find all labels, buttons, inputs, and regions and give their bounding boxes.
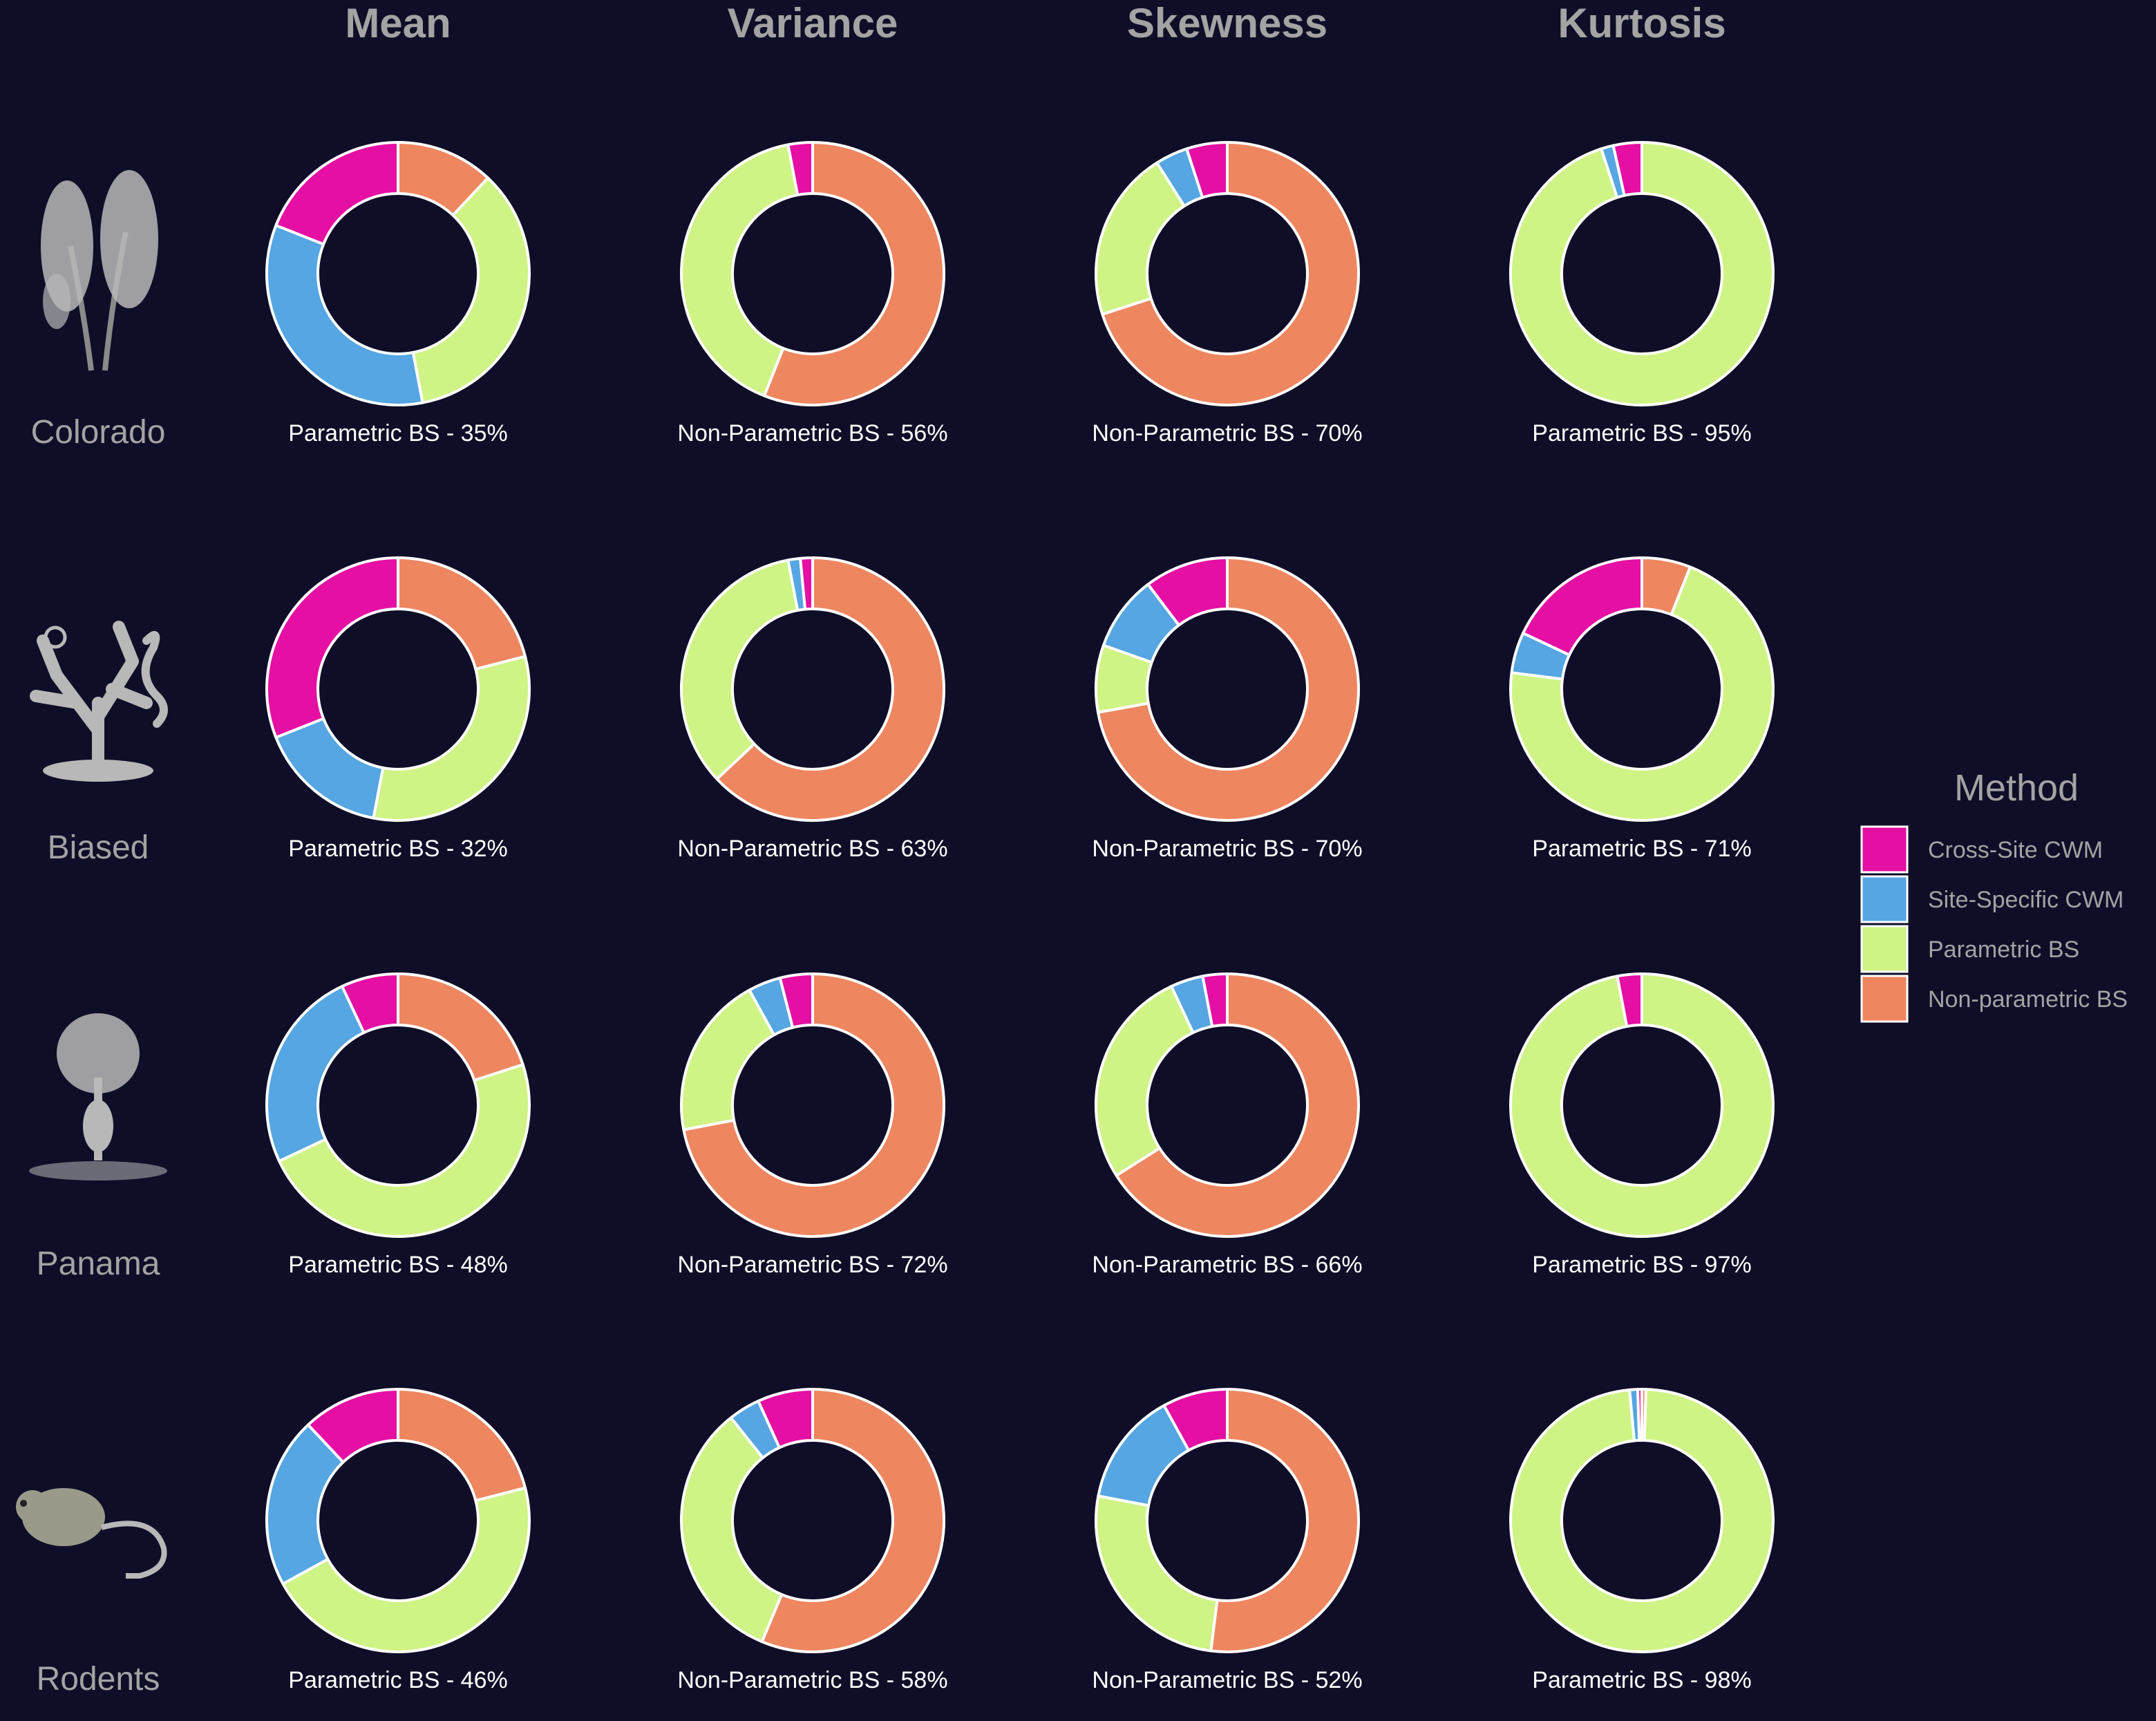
slice-non-parametric-bs — [1115, 972, 1360, 1238]
slice-parametric-bs — [680, 1416, 784, 1644]
legend-label-cross-site-cwm: Cross-Site CWM — [1928, 837, 2103, 863]
coral-seahorse-icon — [30, 621, 168, 782]
slice-parametric-bs — [680, 143, 800, 397]
row-label-colorado: Colorado — [31, 414, 166, 451]
slice-cross-site-cwm — [1201, 972, 1229, 1028]
legend: Method Cross-Site CWM Site-Specific CWM Pa… — [1860, 767, 2128, 1023]
legend-swatch-non-parametric-bs — [1860, 975, 1909, 1023]
slice-cross-site-cwm — [1185, 141, 1229, 199]
slice-non-parametric-bs — [1097, 556, 1360, 822]
legend-entries: Cross-Site CWM Site-Specific CWM Parametri… — [1860, 825, 2128, 1023]
donut-caption: Parametric BS - 98% — [1532, 1667, 1751, 1693]
slice-parametric-bs — [372, 655, 531, 822]
slice-non-parametric-bs — [715, 556, 945, 822]
slice-cross-site-cwm — [341, 972, 399, 1035]
donut-caption: Parametric BS - 46% — [288, 1667, 507, 1693]
slice-parametric-bs — [281, 1486, 531, 1653]
donut-caption: Non-Parametric BS - 70% — [1092, 836, 1362, 862]
donut-caption: Parametric BS - 35% — [288, 420, 507, 446]
legend-label-non-parametric-bs: Non-parametric BS — [1928, 986, 2128, 1013]
slice-cross-site-cwm — [757, 1388, 814, 1449]
slice-cross-site-cwm — [1616, 972, 1643, 1028]
donut-rodents-mean: Parametric BS - 46% — [265, 1388, 531, 1693]
donut-caption: Non-Parametric BS - 56% — [677, 420, 947, 446]
donut-rodents-variance: Non-Parametric BS - 58% — [677, 1388, 948, 1693]
slice-cross-site-cwm — [306, 1388, 399, 1464]
slice-site-specific-cwm — [265, 224, 424, 406]
row-label-rodents: Rodents — [37, 1661, 160, 1698]
column-title-kurtosis: Kurtosis — [1558, 0, 1725, 46]
column-titles: Mean Variance Skewness Kurtosis — [345, 0, 1725, 46]
row-icons — [16, 170, 168, 1579]
legend-label-parametric-bs: Parametric BS — [1928, 937, 2079, 963]
donut-caption: Parametric BS - 71% — [1532, 836, 1751, 862]
donut-rodents-kurtosis: Parametric BS - 98% — [1509, 1387, 1775, 1693]
slice-cross-site-cwm — [778, 972, 814, 1029]
slice-cross-site-cwm — [1162, 1388, 1229, 1452]
slice-cross-site-cwm — [1146, 556, 1229, 627]
donut-colorado-variance: Non-Parametric BS - 56% — [677, 141, 948, 446]
slice-non-parametric-bs — [682, 972, 945, 1238]
column-title-mean: Mean — [345, 0, 451, 46]
slice-non-parametric-bs — [1101, 141, 1360, 406]
donut-panama-variance: Non-Parametric BS - 72% — [677, 972, 948, 1278]
donut-panama-kurtosis: Parametric BS - 97% — [1509, 972, 1775, 1278]
donut-colorado-kurtosis: Parametric BS - 95% — [1509, 141, 1775, 446]
donut-biased-kurtosis: Parametric BS - 71% — [1509, 556, 1775, 862]
slice-parametric-bs — [680, 558, 800, 781]
column-title-skewness: Skewness — [1127, 0, 1327, 46]
slice-cross-site-cwm — [274, 141, 399, 246]
donut-panels: Parametric BS - 35% Non-Parametric BS - 5… — [265, 141, 1775, 1693]
donut-colorado-mean: Parametric BS - 35% — [265, 141, 531, 446]
slice-parametric-bs — [1509, 1388, 1775, 1653]
donut-panama-skewness: Non-Parametric BS - 66% — [1092, 972, 1363, 1278]
donut-caption: Non-Parametric BS - 70% — [1092, 420, 1362, 446]
slice-parametric-bs — [1509, 972, 1775, 1238]
legend-swatch-cross-site-cwm — [1860, 825, 1909, 874]
row-labels: Colorado Biased Panama Rodents — [31, 414, 166, 1698]
donut-caption: Non-Parametric BS - 52% — [1092, 1667, 1362, 1693]
row-label-panama: Panama — [37, 1245, 160, 1282]
slice-site-specific-cwm — [265, 985, 366, 1163]
column-title-variance: Variance — [728, 0, 898, 46]
slice-parametric-bs — [411, 176, 531, 404]
slice-cross-site-cwm — [265, 556, 399, 739]
donut-caption: Parametric BS - 48% — [288, 1252, 507, 1278]
slice-non-parametric-bs — [1209, 1388, 1360, 1653]
donut-caption: Parametric BS - 32% — [288, 836, 507, 862]
legend-label-site-specific-cwm: Site-Specific CWM — [1928, 887, 2124, 913]
rodent-icon — [16, 1488, 167, 1579]
donut-caption: Parametric BS - 95% — [1532, 420, 1751, 446]
donut-biased-skewness: Non-Parametric BS - 70% — [1092, 556, 1363, 862]
slice-parametric-bs — [1095, 985, 1195, 1177]
slice-non-parametric-bs — [760, 1388, 945, 1653]
donut-rodents-skewness: Non-Parametric BS - 52% — [1092, 1388, 1363, 1693]
donut-caption: Non-Parametric BS - 72% — [677, 1252, 947, 1278]
donut-biased-variance: Non-Parametric BS - 63% — [677, 556, 948, 862]
legend-swatch-parametric-bs — [1860, 925, 1909, 973]
row-label-biased: Biased — [48, 829, 149, 866]
legend-swatch-site-specific-cwm — [1860, 875, 1909, 923]
slice-non-parametric-bs — [763, 141, 945, 406]
donut-caption: Non-Parametric BS - 66% — [1092, 1252, 1362, 1278]
donut-colorado-skewness: Non-Parametric BS - 70% — [1092, 141, 1363, 446]
donut-caption: Parametric BS - 97% — [1532, 1252, 1751, 1278]
slice-cross-site-cwm — [1636, 1387, 1643, 1442]
donut-caption: Non-Parametric BS - 58% — [677, 1667, 947, 1693]
legend-title: Method — [1954, 767, 2079, 809]
plant-sprig-icon — [41, 170, 158, 371]
slice-parametric-bs — [278, 1063, 531, 1238]
donut-panama-mean: Parametric BS - 48% — [265, 972, 531, 1278]
slice-cross-site-cwm — [786, 141, 814, 197]
slice-parametric-bs — [1509, 141, 1775, 406]
tree-icon — [29, 1013, 167, 1181]
slice-cross-site-cwm — [799, 556, 814, 611]
slice-parametric-bs — [1509, 565, 1775, 822]
donut-biased-mean: Parametric BS - 32% — [265, 556, 531, 862]
slice-parametric-bs — [1095, 1494, 1219, 1653]
donut-caption: Non-Parametric BS - 63% — [677, 836, 947, 862]
slice-cross-site-cwm — [1522, 556, 1643, 657]
slice-cross-site-cwm — [1611, 141, 1643, 197]
